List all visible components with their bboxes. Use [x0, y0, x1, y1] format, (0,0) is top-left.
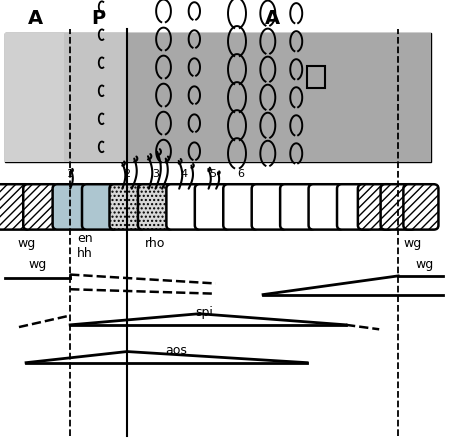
- FancyBboxPatch shape: [195, 184, 230, 230]
- Text: wg: wg: [29, 259, 47, 271]
- Text: A: A: [265, 9, 280, 28]
- Bar: [5, 33, 69, 162]
- Text: 1: 1: [67, 170, 73, 179]
- Text: rho: rho: [146, 237, 165, 250]
- FancyBboxPatch shape: [358, 184, 393, 230]
- Text: wg: wg: [403, 237, 421, 250]
- Text: 2: 2: [123, 170, 131, 179]
- FancyBboxPatch shape: [381, 184, 416, 230]
- FancyBboxPatch shape: [337, 184, 372, 230]
- FancyBboxPatch shape: [23, 184, 58, 230]
- Bar: [128, 33, 431, 162]
- Text: A: A: [28, 9, 43, 28]
- Text: en
hh: en hh: [77, 232, 93, 259]
- FancyBboxPatch shape: [403, 184, 438, 230]
- Text: P: P: [91, 9, 106, 28]
- Text: 3: 3: [152, 170, 159, 179]
- FancyBboxPatch shape: [252, 184, 287, 230]
- Text: wg: wg: [18, 237, 36, 250]
- FancyBboxPatch shape: [53, 184, 88, 230]
- FancyBboxPatch shape: [0, 184, 31, 230]
- FancyBboxPatch shape: [309, 184, 344, 230]
- Text: 4: 4: [180, 170, 188, 179]
- Text: aos: aos: [165, 344, 187, 357]
- Text: 6: 6: [237, 170, 244, 179]
- FancyBboxPatch shape: [109, 184, 145, 230]
- Bar: [5, 33, 431, 162]
- Text: wg: wg: [415, 259, 433, 271]
- Text: 5: 5: [209, 170, 216, 179]
- FancyBboxPatch shape: [223, 184, 258, 230]
- Text: spi: spi: [195, 306, 213, 319]
- FancyBboxPatch shape: [82, 184, 117, 230]
- Bar: [307, 66, 325, 88]
- FancyBboxPatch shape: [166, 184, 201, 230]
- FancyBboxPatch shape: [280, 184, 315, 230]
- Bar: [64, 33, 128, 162]
- FancyBboxPatch shape: [138, 184, 173, 230]
